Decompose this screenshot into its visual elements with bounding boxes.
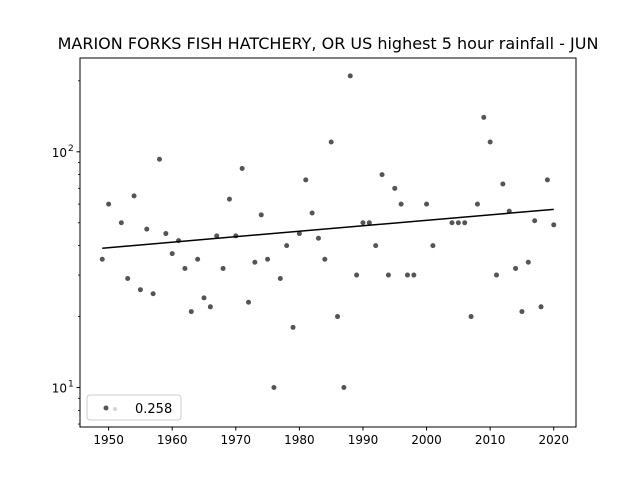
legend-marker bbox=[103, 405, 109, 411]
data-point bbox=[455, 220, 461, 226]
y-tick-label: 10 bbox=[52, 146, 67, 160]
data-point bbox=[258, 212, 264, 218]
data-point bbox=[207, 304, 213, 310]
data-point bbox=[106, 201, 112, 207]
x-tick-label: 1970 bbox=[221, 433, 252, 447]
data-point bbox=[411, 272, 417, 278]
data-point bbox=[328, 139, 334, 145]
y-tick-exponent: 1 bbox=[68, 380, 74, 390]
data-point bbox=[156, 156, 162, 162]
data-point bbox=[226, 196, 232, 202]
legend-marker bbox=[113, 407, 117, 411]
data-point bbox=[424, 201, 430, 207]
data-point bbox=[265, 256, 271, 262]
data-point bbox=[309, 210, 315, 216]
data-point bbox=[519, 309, 525, 315]
data-point bbox=[341, 385, 347, 391]
data-point bbox=[252, 259, 258, 265]
data-point bbox=[474, 201, 480, 207]
data-point bbox=[303, 177, 309, 183]
data-point bbox=[144, 226, 150, 232]
data-point bbox=[379, 172, 385, 178]
data-point bbox=[481, 114, 487, 120]
data-point bbox=[322, 256, 328, 262]
data-point bbox=[404, 272, 410, 278]
x-tick-label: 1980 bbox=[284, 433, 315, 447]
data-point bbox=[373, 243, 379, 249]
data-point bbox=[150, 291, 156, 297]
data-point bbox=[246, 299, 252, 305]
legend: 0.258 bbox=[86, 394, 182, 421]
data-point bbox=[131, 193, 137, 199]
data-point bbox=[239, 165, 245, 171]
legend-box bbox=[86, 394, 182, 421]
data-point bbox=[220, 265, 226, 271]
data-point bbox=[532, 218, 538, 224]
legend-label: 0.258 bbox=[135, 402, 172, 417]
data-point bbox=[169, 251, 175, 257]
plot-area bbox=[79, 57, 577, 428]
trend-line bbox=[102, 208, 554, 249]
data-point bbox=[296, 231, 302, 237]
y-minor-ticks bbox=[78, 80, 80, 425]
data-point bbox=[525, 259, 531, 265]
data-point bbox=[385, 272, 391, 278]
x-tick-label: 2010 bbox=[475, 433, 506, 447]
data-point bbox=[538, 304, 544, 310]
data-point bbox=[284, 243, 290, 249]
data-point bbox=[360, 220, 366, 226]
data-point bbox=[354, 272, 360, 278]
data-point bbox=[544, 177, 550, 183]
x-tick-label: 2000 bbox=[411, 433, 442, 447]
data-point bbox=[125, 276, 131, 282]
chart-title: MARION FORKS FISH HATCHERY, OR US highes… bbox=[58, 34, 599, 53]
data-point bbox=[315, 235, 321, 241]
x-axis: 1950 1960 1970 1980 1990 2000 2010 2020 bbox=[93, 427, 569, 447]
data-point bbox=[118, 220, 124, 226]
data-point bbox=[430, 243, 436, 249]
data-point bbox=[188, 309, 194, 315]
data-point bbox=[449, 220, 455, 226]
data-point bbox=[163, 231, 169, 237]
x-tick-label: 2020 bbox=[538, 433, 569, 447]
data-point bbox=[462, 220, 468, 226]
data-point bbox=[513, 265, 519, 271]
data-points bbox=[99, 73, 557, 391]
data-point bbox=[182, 265, 188, 271]
data-point bbox=[277, 276, 283, 282]
x-tick-label: 1990 bbox=[348, 433, 379, 447]
data-point bbox=[99, 256, 105, 262]
x-tick-label: 1950 bbox=[93, 433, 124, 447]
data-point bbox=[137, 287, 143, 293]
data-point bbox=[500, 181, 506, 187]
data-point bbox=[366, 220, 372, 226]
data-point bbox=[335, 314, 341, 320]
data-point bbox=[195, 256, 201, 262]
y-tick-exponent: 2 bbox=[68, 144, 74, 154]
y-tick-label: 10 bbox=[52, 382, 67, 396]
data-point bbox=[468, 314, 474, 320]
data-point bbox=[494, 272, 500, 278]
x-tick-label: 1960 bbox=[157, 433, 188, 447]
data-point bbox=[551, 222, 557, 228]
data-point bbox=[347, 73, 353, 79]
data-point bbox=[487, 139, 493, 145]
data-point bbox=[398, 201, 404, 207]
data-point bbox=[290, 324, 296, 330]
data-point bbox=[271, 385, 277, 391]
data-point bbox=[201, 295, 207, 301]
data-point bbox=[392, 185, 398, 191]
data-point bbox=[214, 233, 220, 239]
